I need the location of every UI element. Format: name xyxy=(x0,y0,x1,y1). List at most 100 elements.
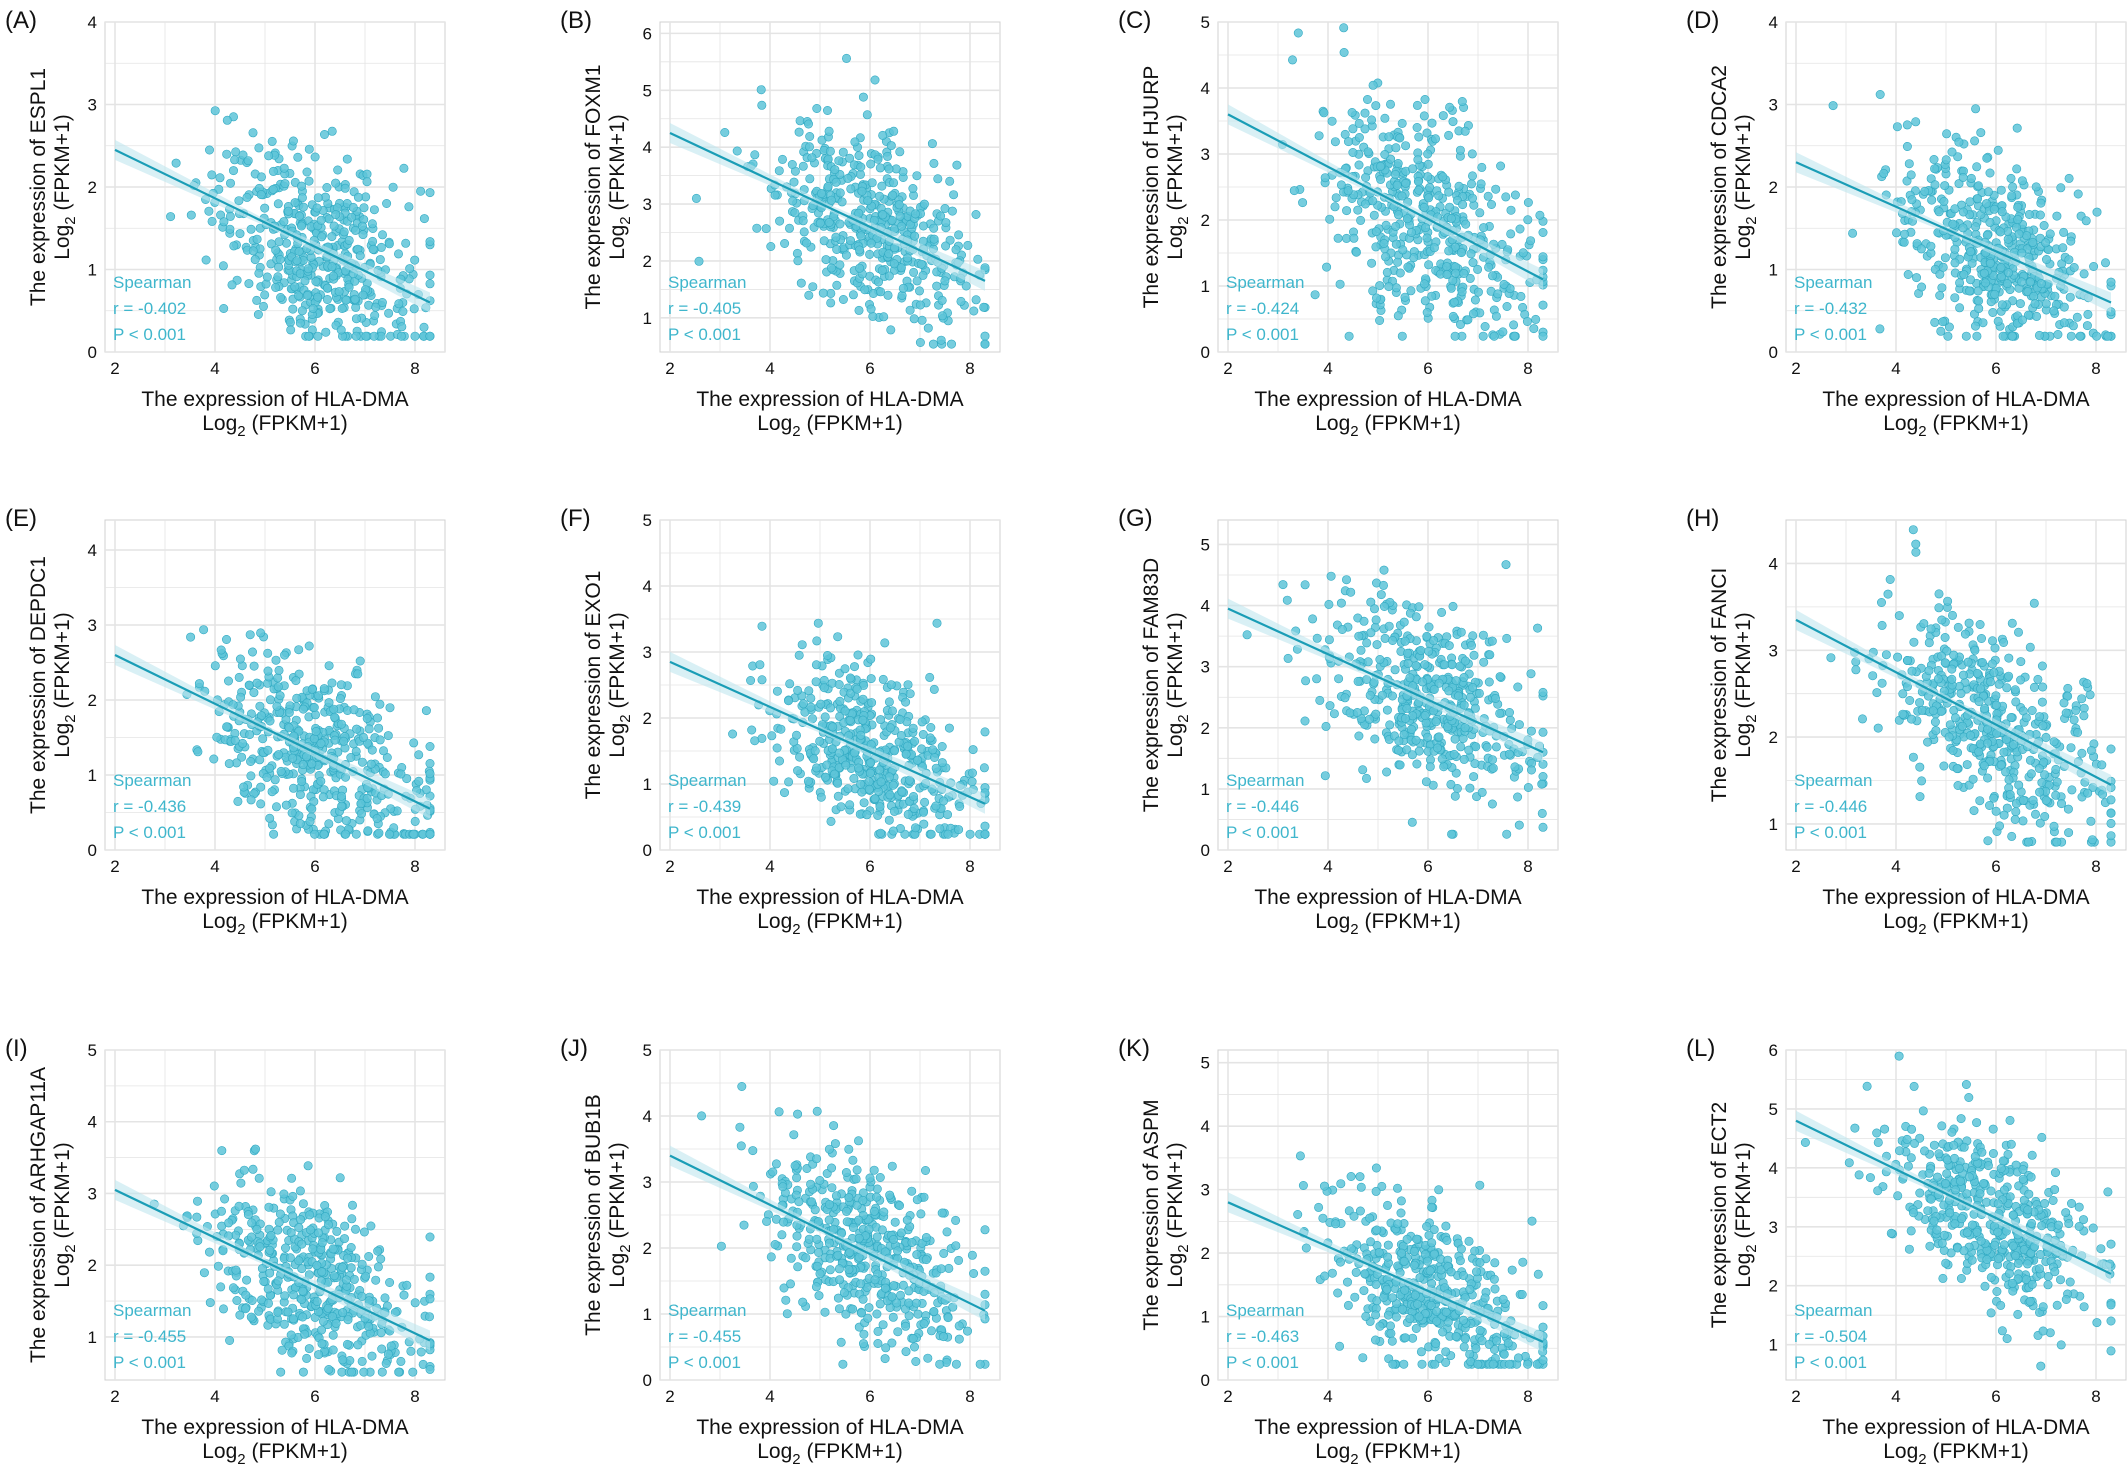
data-point xyxy=(2059,228,2067,236)
data-point xyxy=(886,791,894,799)
data-point xyxy=(1903,142,1911,150)
data-point xyxy=(913,277,921,285)
data-point xyxy=(210,755,218,763)
data-point xyxy=(1488,756,1496,764)
data-point xyxy=(1470,651,1478,659)
x-tick-label: 8 xyxy=(2091,857,2100,876)
data-point xyxy=(324,1304,332,1312)
data-point xyxy=(812,678,820,686)
y-tick-label: 5 xyxy=(643,81,652,100)
data-point xyxy=(1360,617,1368,625)
data-point xyxy=(1355,732,1363,740)
data-point xyxy=(426,237,434,245)
data-point xyxy=(289,1192,297,1200)
data-point xyxy=(303,168,311,176)
data-point xyxy=(868,179,876,187)
data-point xyxy=(1467,250,1475,258)
data-point xyxy=(876,803,884,811)
data-point xyxy=(793,766,801,774)
data-point xyxy=(758,676,766,684)
data-point xyxy=(1941,254,1949,262)
x-axis-label: The expression of HLA-DMA xyxy=(696,388,963,411)
data-point xyxy=(906,306,914,314)
data-point xyxy=(1342,576,1350,584)
data-point xyxy=(1444,131,1452,139)
data-point xyxy=(1454,692,1462,700)
data-point xyxy=(344,1316,352,1324)
data-point xyxy=(245,681,253,689)
x-axis-unit-rest: (FPKM+1) xyxy=(1927,910,2029,933)
data-point xyxy=(350,706,358,714)
data-point xyxy=(823,106,831,114)
data-point xyxy=(2072,706,2080,714)
data-point xyxy=(1910,638,1918,646)
data-point xyxy=(384,731,392,739)
data-point xyxy=(1385,622,1393,630)
data-point xyxy=(1988,637,1996,645)
data-point xyxy=(350,1275,358,1283)
data-point xyxy=(1948,611,1956,619)
y-tick-label: 2 xyxy=(1769,728,1778,747)
data-point xyxy=(867,674,875,682)
x-tick-label: 6 xyxy=(310,1387,319,1406)
data-point xyxy=(305,332,313,340)
data-point xyxy=(299,760,307,768)
x-axis-label-unit: Log2 (FPKM+1) xyxy=(202,412,348,440)
data-point xyxy=(1884,590,1892,598)
data-point xyxy=(266,696,274,704)
data-point xyxy=(851,138,859,146)
data-point xyxy=(1451,792,1459,800)
data-point xyxy=(1325,600,1333,608)
data-point xyxy=(377,1329,385,1337)
data-point xyxy=(358,222,366,230)
data-point xyxy=(313,204,321,212)
data-point xyxy=(246,757,254,765)
x-axis-unit-log: Log xyxy=(202,910,237,933)
data-point xyxy=(1492,312,1500,320)
data-point xyxy=(1413,760,1421,768)
data-point xyxy=(1907,171,1915,179)
data-point xyxy=(1345,332,1353,340)
data-point xyxy=(1880,169,1888,177)
data-point xyxy=(1937,707,1945,715)
data-point xyxy=(901,698,909,706)
data-point xyxy=(330,713,338,721)
data-point xyxy=(819,289,827,297)
data-point xyxy=(1982,199,1990,207)
data-point xyxy=(1450,750,1458,758)
data-point xyxy=(318,1239,326,1247)
data-point xyxy=(236,693,244,701)
data-point xyxy=(2035,331,2043,339)
data-point xyxy=(347,213,355,221)
data-point xyxy=(2032,312,2040,320)
data-point xyxy=(276,1210,284,1218)
data-point xyxy=(1957,689,1965,697)
data-point xyxy=(241,1305,249,1313)
data-point xyxy=(811,747,819,755)
data-point xyxy=(911,824,919,832)
data-point xyxy=(897,264,905,272)
data-point xyxy=(2008,192,2016,200)
y-tick-label: 5 xyxy=(1201,535,1210,554)
data-point xyxy=(268,137,276,145)
data-point xyxy=(952,246,960,254)
data-point xyxy=(2080,712,2088,720)
data-point xyxy=(426,1295,434,1303)
data-point xyxy=(247,1219,255,1227)
data-point xyxy=(895,201,903,209)
data-point xyxy=(295,1257,303,1265)
data-point xyxy=(1971,322,1979,330)
data-point xyxy=(311,153,319,161)
data-point xyxy=(223,150,231,158)
data-point xyxy=(832,178,840,186)
data-point xyxy=(348,1215,356,1223)
y-axis-unit-log: Log xyxy=(606,723,629,758)
data-point xyxy=(247,1313,255,1321)
data-point xyxy=(1406,674,1414,682)
x-axis-unit-sub: 2 xyxy=(1918,921,1926,938)
data-point xyxy=(1364,148,1372,156)
data-point xyxy=(341,184,349,192)
y-axis-label-unit: Log2 (FPKM+1) xyxy=(606,612,634,758)
data-point xyxy=(981,728,989,736)
